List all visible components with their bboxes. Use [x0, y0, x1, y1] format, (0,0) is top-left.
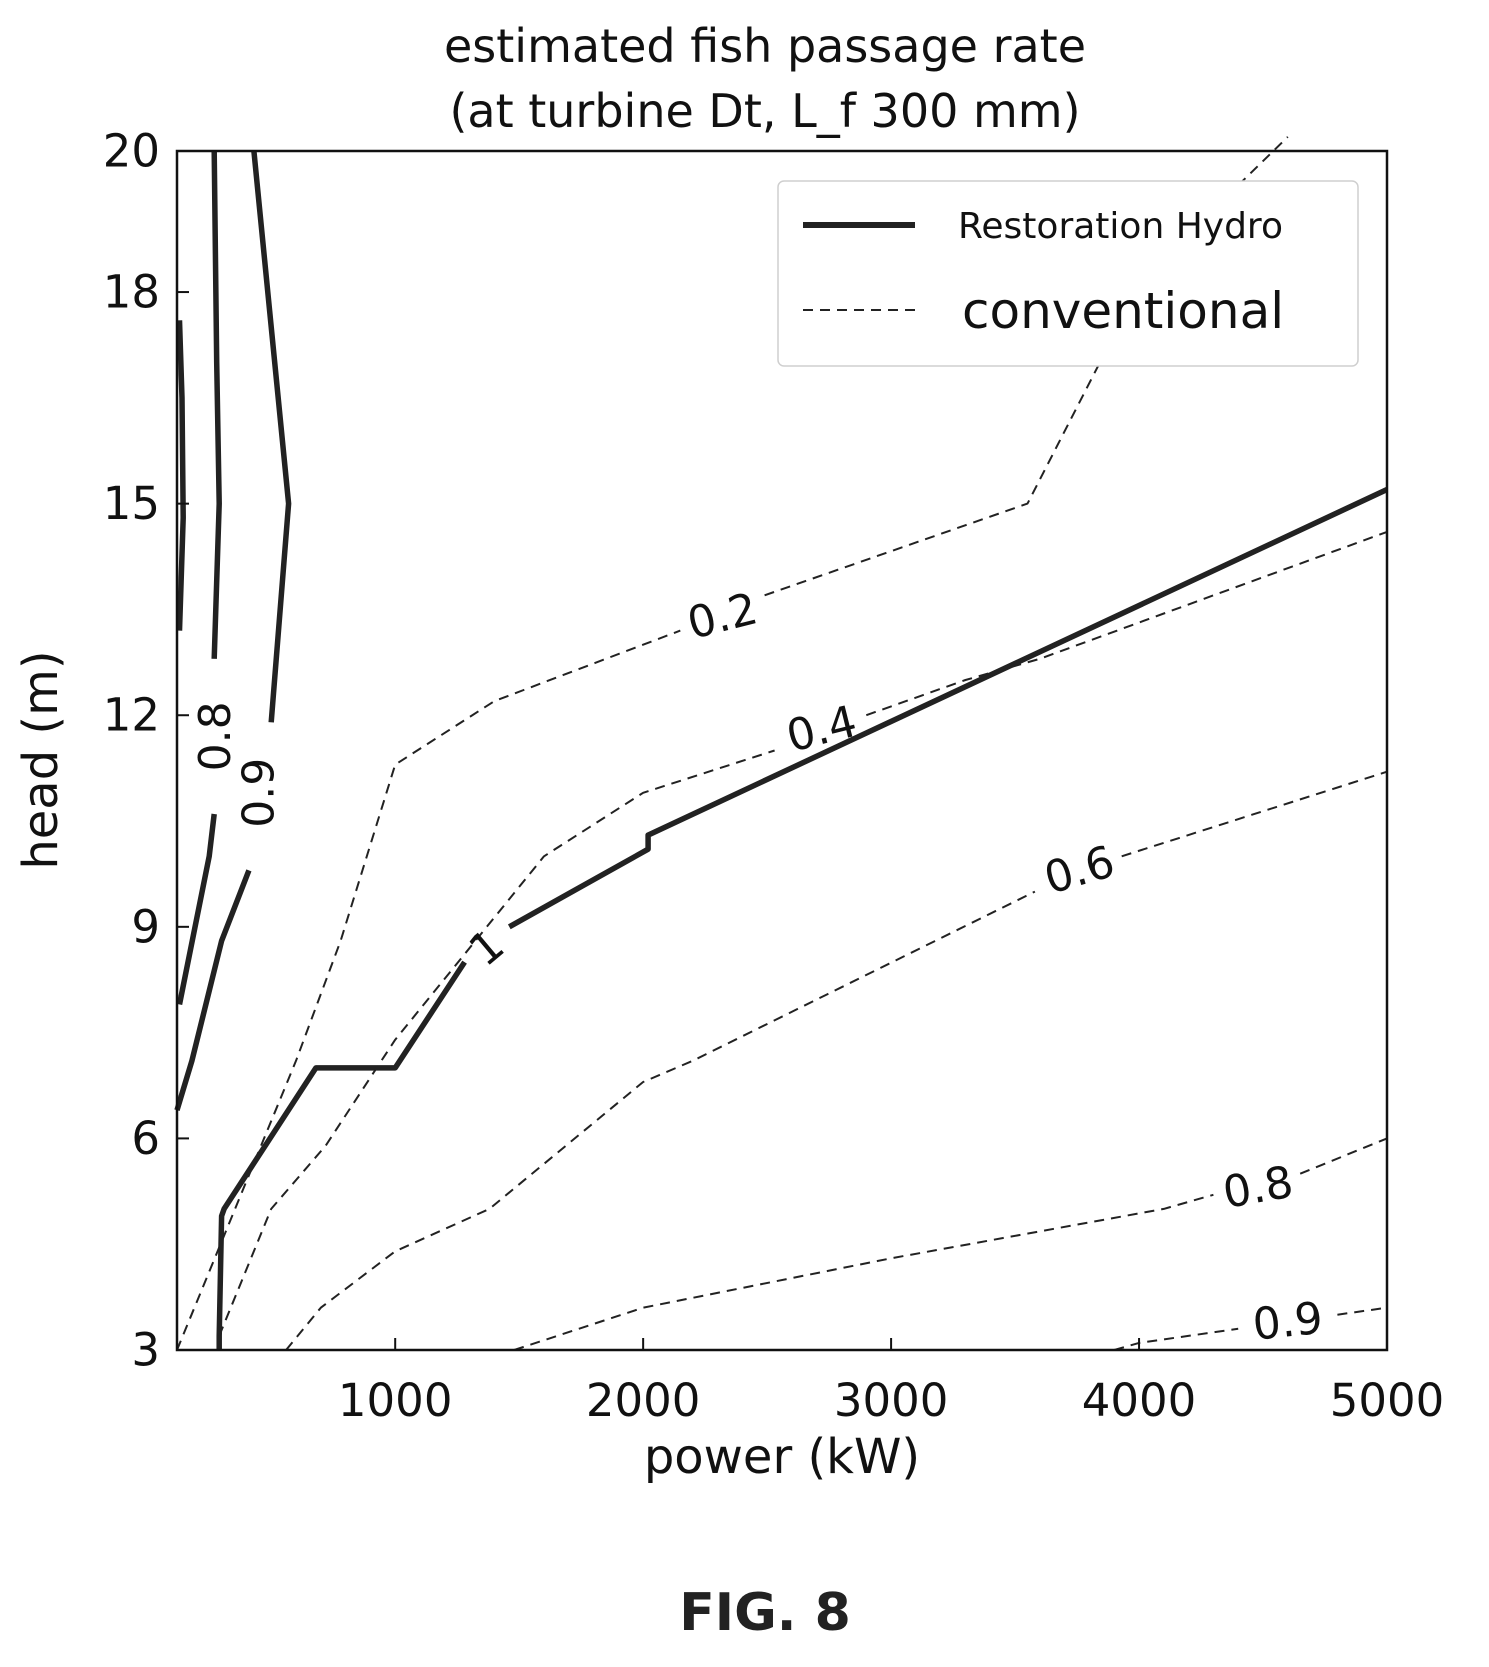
contour-label-solid-09: 0.9 [233, 758, 284, 828]
legend-entry-restoration-hydro: Restoration Hydro [958, 206, 1283, 247]
contour-label-dashed-08: 0.8 [1219, 1157, 1297, 1219]
y-tick-label-20: 20 [103, 125, 160, 178]
y-tick-label-18: 18 [103, 266, 160, 319]
series-layer [174, 136, 1389, 1351]
x-axis-label: power (kW) [644, 1429, 920, 1485]
plot-frame [175, 149, 1389, 1352]
contour-label-dashed-02: 0.2 [682, 583, 762, 649]
x-axis: 1000 2000 3000 4000 5000 [338, 1338, 1444, 1427]
y-axis: 3 6 9 12 15 18 20 [103, 125, 189, 1377]
contour-label-dashed-04: 0.4 [782, 696, 862, 762]
conventional-contour-06-seg0 [285, 890, 1036, 1351]
restoration-hydro-contour-08-seg1 [176, 813, 217, 1005]
restoration-hydro-contour-08-seg2 [211, 150, 222, 659]
y-axis-label: head (m) [13, 650, 69, 869]
x-tick-label-1000: 1000 [338, 1374, 453, 1427]
x-tick-label-4000: 4000 [1082, 1374, 1197, 1427]
contour-label-solid-08: 0.8 [190, 701, 241, 771]
x-tick-label-2000: 2000 [586, 1374, 701, 1427]
legend-entry-conventional: conventional [962, 282, 1284, 340]
y-tick-label-12: 12 [103, 689, 160, 742]
conventional-contour-08-seg1 [1299, 1137, 1388, 1175]
legend-box [777, 180, 1359, 367]
y-tick-label-15: 15 [103, 477, 160, 530]
contour-label-dashed-06: 0.6 [1039, 836, 1120, 904]
restoration-hydro-contour-1-seg1 [507, 487, 1389, 930]
conventional-contour-04-seg0 [218, 749, 775, 1337]
conventional-contour-02-seg0 [176, 629, 681, 1351]
y-tick-label-6: 6 [131, 1112, 160, 1165]
x-tick-label-3000: 3000 [834, 1374, 949, 1427]
y-tick-label-3: 3 [131, 1324, 160, 1377]
restoration-hydro-contour-09-seg0 [174, 869, 252, 1111]
contour-label-solid-1: 1 [460, 919, 514, 976]
contour-label-dashed-09: 0.9 [1250, 1293, 1325, 1351]
contour-label-layer: 0.20.40.60.80.910.80.9 [190, 583, 1325, 1351]
chart-title-line2: (at turbine Dt, L_f 300 mm) [449, 84, 1080, 138]
conventional-contour-06-seg1 [1121, 770, 1388, 858]
legend: Restoration Hydro conventional [777, 180, 1359, 367]
chart-title-line1: estimated fish passage rate [444, 19, 1086, 73]
figure-label: FIG. 8 [679, 1583, 851, 1643]
conventional-contour-09-seg1 [1337, 1306, 1388, 1316]
conventional-contour-04-seg1 [865, 530, 1388, 717]
restoration-hydro-contour-09-seg1 [251, 150, 292, 723]
conventional-contour-09-seg0 [1114, 1327, 1239, 1351]
y-tick-label-9: 9 [131, 900, 160, 953]
conventional-contour-08-seg0 [513, 1193, 1214, 1351]
x-tick-label-5000: 5000 [1330, 1374, 1445, 1427]
restoration-hydro-contour-08-seg0 [176, 320, 186, 631]
